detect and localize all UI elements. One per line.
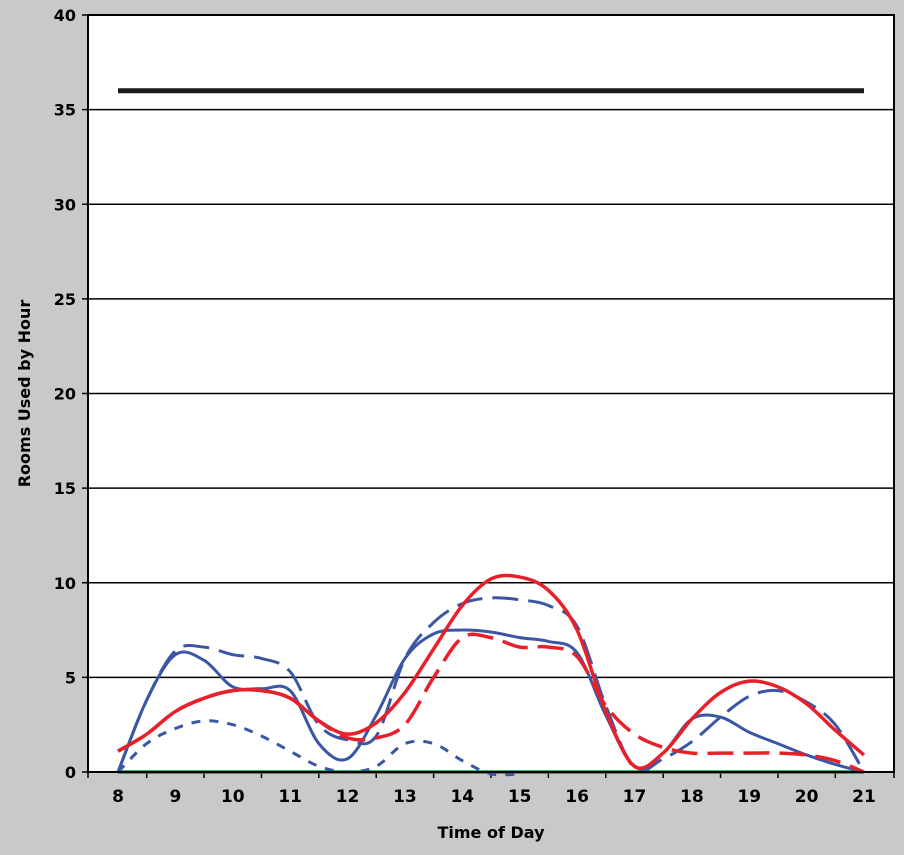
y-tick-label: 35 — [54, 101, 76, 120]
x-tick-label: 8 — [112, 787, 124, 807]
y-tick-label: 30 — [54, 195, 76, 214]
x-tick-label: 11 — [278, 787, 302, 807]
x-tick-label: 14 — [450, 787, 474, 807]
x-axis-ticks: 8 9 10 11 12 13 14 15 16 17 18 19 20 21 — [87, 772, 895, 807]
y-axis-ticks: 0 5 10 15 20 25 30 35 40 — [54, 6, 88, 782]
y-tick-label: 5 — [65, 668, 76, 687]
y-tick-label: 40 — [54, 6, 76, 25]
x-tick-label: 19 — [737, 787, 761, 807]
x-tick-label: 17 — [623, 787, 647, 807]
series-line-7 — [117, 632, 865, 774]
x-tick-label: 16 — [565, 787, 589, 807]
x-axis-label: Time of Day — [437, 823, 545, 842]
y-tick-label: 25 — [54, 290, 76, 309]
x-tick-label: 12 — [336, 787, 360, 807]
y-axis-label: Rooms Used by Hour — [15, 300, 34, 488]
x-tick-label: 20 — [795, 787, 819, 807]
y-tick-label: 0 — [65, 763, 76, 782]
x-tick-label: 13 — [393, 787, 417, 807]
x-tick-label: 18 — [680, 787, 704, 807]
y-tick-label: 10 — [54, 574, 76, 593]
x-tick-label: 21 — [852, 787, 876, 807]
plot-frame — [87, 14, 895, 773]
x-tick-label: 9 — [169, 787, 181, 807]
y-tick-label: 15 — [54, 479, 76, 498]
series-group — [116, 88, 866, 777]
x-tick-label: 10 — [221, 787, 245, 807]
series-line-4 — [116, 596, 866, 773]
x-tick-label: 15 — [508, 787, 532, 807]
y-tick-label: 20 — [54, 385, 76, 404]
series-line-6 — [117, 573, 866, 771]
